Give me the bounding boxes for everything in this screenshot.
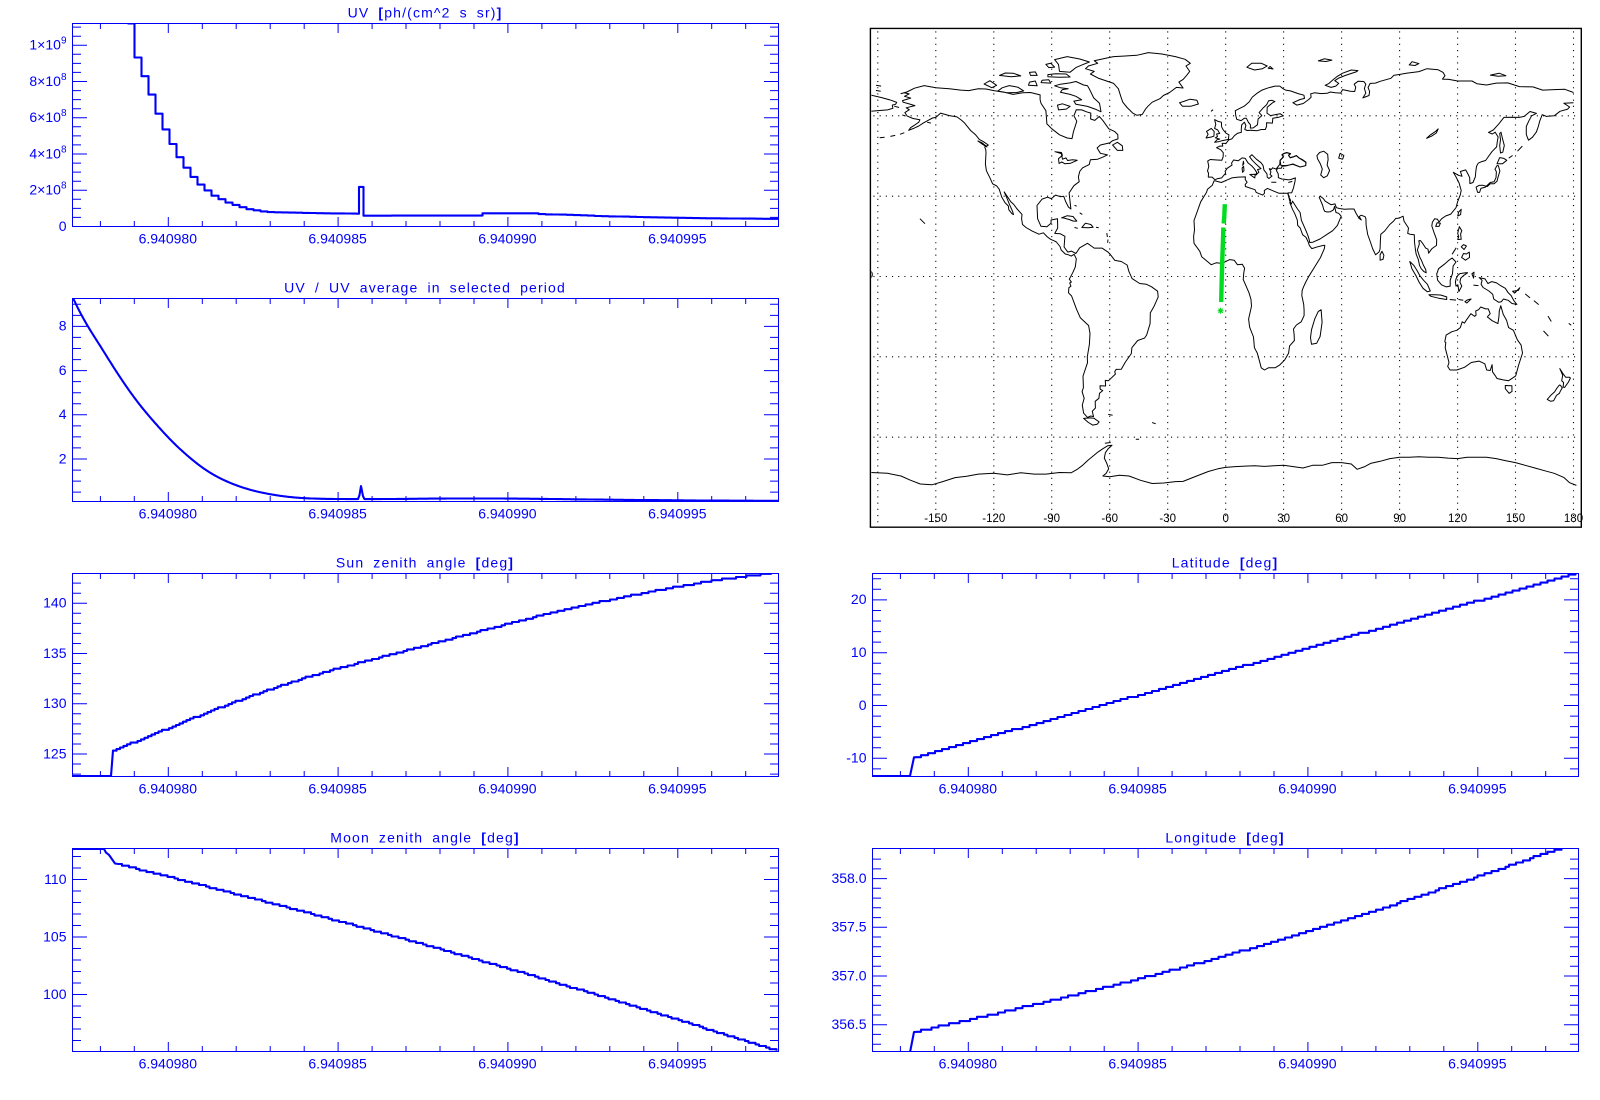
- svg-text:0: 0: [59, 218, 67, 234]
- svg-text:6.940980: 6.940980: [139, 231, 198, 247]
- svg-text:6: 6: [59, 362, 67, 378]
- svg-text:6.940990: 6.940990: [478, 1056, 537, 1072]
- svg-text:6.940995: 6.940995: [648, 506, 707, 522]
- svg-text:6.940985: 6.940985: [308, 231, 367, 247]
- svg-text:6.940990: 6.940990: [478, 506, 537, 522]
- svg-text:180: 180: [1564, 513, 1583, 525]
- svg-text:357.5: 357.5: [831, 919, 866, 935]
- svg-text:-60: -60: [1101, 513, 1118, 525]
- svg-text:130: 130: [43, 695, 67, 711]
- svg-text:Sun zenith angle [deg]: Sun zenith angle [deg]: [336, 555, 514, 571]
- svg-text:-150: -150: [924, 513, 947, 525]
- svg-text:10: 10: [851, 644, 867, 660]
- svg-text:6.940990: 6.940990: [478, 231, 537, 247]
- svg-text:356.5: 356.5: [831, 1016, 866, 1032]
- svg-text:6×108: 6×108: [29, 108, 67, 125]
- svg-text:6.940990: 6.940990: [1278, 1056, 1337, 1072]
- svg-text:2: 2: [59, 450, 67, 466]
- svg-text:6.940985: 6.940985: [308, 1056, 367, 1072]
- svg-text:1×109: 1×109: [29, 36, 67, 53]
- svg-text:-120: -120: [982, 513, 1005, 525]
- svg-text:20: 20: [851, 591, 867, 607]
- svg-text:60: 60: [1335, 513, 1348, 525]
- svg-text:6.940985: 6.940985: [308, 506, 367, 522]
- svg-text:6.940985: 6.940985: [308, 781, 367, 797]
- svg-text:4×108: 4×108: [29, 144, 67, 161]
- svg-text:Longitude [deg]: Longitude [deg]: [1165, 830, 1284, 846]
- svg-text:100: 100: [43, 986, 67, 1002]
- svg-text:UV [ph/(cm^2 s sr)]: UV [ph/(cm^2 s sr)]: [348, 5, 503, 21]
- svg-text:90: 90: [1393, 513, 1406, 525]
- svg-text:6.940995: 6.940995: [648, 1056, 707, 1072]
- svg-text:Latitude [deg]: Latitude [deg]: [1172, 555, 1279, 571]
- svg-text:6.940985: 6.940985: [1108, 781, 1167, 797]
- svg-text:8×108: 8×108: [29, 72, 67, 89]
- svg-text:6.940985: 6.940985: [1108, 1056, 1167, 1072]
- svg-text:6.940980: 6.940980: [139, 1056, 198, 1072]
- svg-text:-10: -10: [846, 750, 866, 766]
- svg-text:6.940995: 6.940995: [648, 781, 707, 797]
- svg-text:2×108: 2×108: [29, 181, 67, 198]
- svg-text:105: 105: [43, 928, 67, 944]
- svg-text:135: 135: [43, 645, 67, 661]
- svg-text:0: 0: [859, 697, 867, 713]
- svg-text:0: 0: [1222, 513, 1228, 525]
- svg-text:8: 8: [59, 318, 67, 334]
- svg-text:UV / UV average in selected pe: UV / UV average in selected period: [284, 280, 566, 296]
- svg-text:6.940980: 6.940980: [939, 1056, 998, 1072]
- svg-text:6.940995: 6.940995: [1448, 781, 1507, 797]
- svg-text:125: 125: [43, 745, 67, 761]
- svg-text:6.940980: 6.940980: [139, 506, 198, 522]
- svg-text:-30: -30: [1159, 513, 1176, 525]
- svg-text:140: 140: [43, 595, 67, 611]
- svg-text:357.0: 357.0: [831, 967, 866, 983]
- svg-text:150: 150: [1506, 513, 1525, 525]
- svg-text:6.940995: 6.940995: [1448, 1056, 1507, 1072]
- svg-text:Moon zenith angle [deg]: Moon zenith angle [deg]: [330, 830, 519, 846]
- svg-text:6.940995: 6.940995: [648, 231, 707, 247]
- svg-text:358.0: 358.0: [831, 870, 866, 886]
- svg-text:-90: -90: [1043, 513, 1060, 525]
- svg-text:120: 120: [1448, 513, 1467, 525]
- svg-text:6.940980: 6.940980: [139, 781, 198, 797]
- svg-text:6.940990: 6.940990: [478, 781, 537, 797]
- svg-text:30: 30: [1277, 513, 1290, 525]
- svg-text:6.940980: 6.940980: [939, 781, 998, 797]
- svg-text:4: 4: [59, 406, 67, 422]
- svg-text:6.940990: 6.940990: [1278, 781, 1337, 797]
- svg-text:110: 110: [44, 871, 67, 887]
